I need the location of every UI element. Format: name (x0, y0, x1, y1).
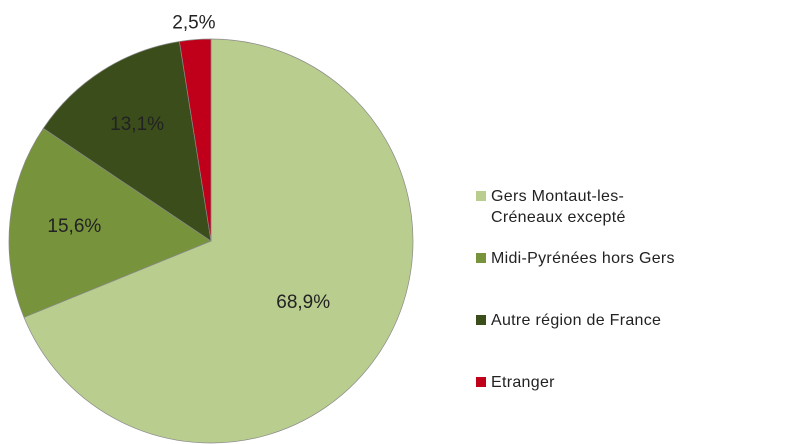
legend-label: Gers Montaut-les-Créneaux excepté (491, 188, 626, 226)
legend-label: Autre région de France (491, 312, 662, 329)
data-label: 13,1% (110, 114, 164, 135)
legend-swatch (476, 191, 486, 201)
chart: 68,9% 15,6% 13,1% 2,5% (8, 13, 414, 444)
pie-slice (42, 41, 212, 242)
legend-item: Autre région de France (474, 310, 694, 372)
legend-label: Midi-Pyrénées hors Gers (491, 250, 675, 267)
pie-slice (8, 127, 212, 318)
legend-swatch (476, 315, 486, 325)
pie-slice (23, 38, 414, 444)
legend-item: Midi-Pyrénées hors Gers (474, 248, 694, 310)
pie-slice (179, 38, 212, 242)
legend-swatch (476, 377, 486, 387)
legend-label: Etranger (491, 374, 555, 391)
legend-swatch (476, 253, 486, 263)
legend-item: Gers Montaut-les-Créneaux excepté (474, 186, 694, 248)
legend: Gers Montaut-les-Créneaux excepté Midi-Py… (474, 186, 694, 434)
data-label: 2,5% (172, 13, 215, 34)
legend-item: Etranger (474, 372, 694, 434)
data-label: 68,9% (276, 292, 330, 313)
data-label: 15,6% (47, 216, 101, 237)
